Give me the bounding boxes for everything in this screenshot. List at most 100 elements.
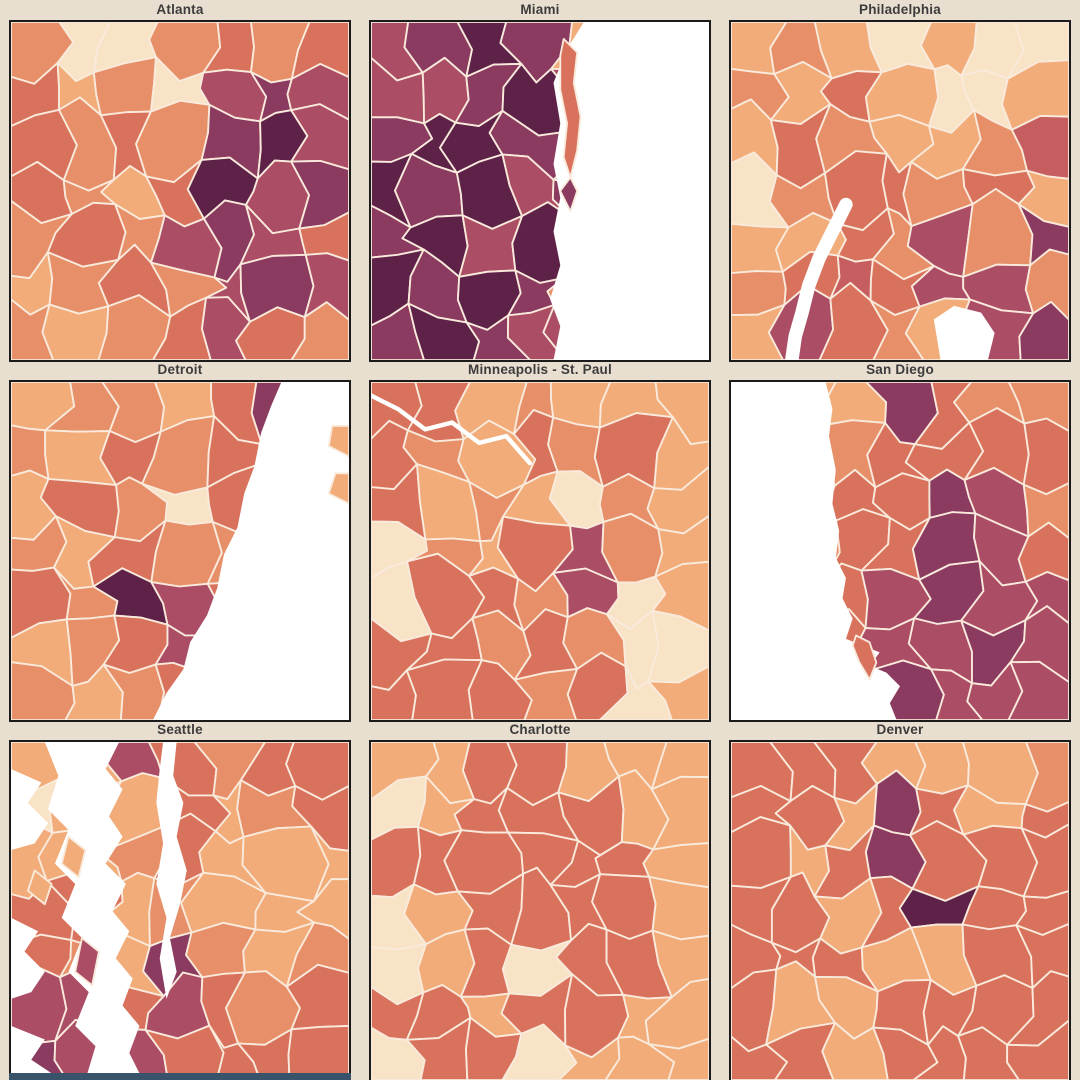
map-region [731,816,792,889]
map-region [646,465,709,535]
map-region [566,651,629,720]
land-overlay-region [851,634,878,681]
map-region [287,1024,349,1080]
map-region [1007,660,1069,720]
map-region [371,1026,426,1080]
map-region [296,878,349,940]
map-region [371,669,417,720]
map-region [869,299,925,360]
city-panel-atlanta: Atlanta [0,0,360,362]
city-panel-charlotte: Charlotte [360,720,720,1080]
map-region [237,1028,293,1080]
map-region [648,875,709,941]
map-region [235,306,306,360]
map-region [647,665,709,720]
map-region [467,659,533,720]
map-frame [9,380,351,722]
map-frame [729,380,1071,722]
map-region [653,416,709,491]
map-region [930,668,984,720]
map-region [557,1036,621,1080]
map-region [644,978,709,1050]
map-region [144,1024,225,1080]
map-region [1020,823,1069,899]
map-region [285,742,349,801]
map-region [285,963,349,1031]
map-region [872,1026,939,1080]
map-region [1024,742,1069,813]
map-region [407,302,481,360]
choropleth-map-atlanta [11,22,349,360]
map-region [285,921,349,988]
map-frame [369,380,711,722]
choropleth-map-minneapolis-st-paul [371,382,709,720]
choropleth-map-miami [371,22,709,360]
map-region [152,296,212,360]
map-region [513,668,579,720]
water-body [933,305,995,360]
map-region [1009,605,1069,684]
map-region [642,842,709,889]
map-region [1015,890,1069,936]
map-region [1017,203,1069,267]
map-region [64,663,124,720]
map-region [966,661,1024,720]
land-overlay-region [74,937,100,987]
city-panel-san-diego: San Diego [720,360,1080,722]
water-body [731,382,900,720]
land-overlay-region [60,835,87,879]
map-region [290,103,349,171]
map-frame [9,740,351,1080]
water-body [156,742,187,999]
map-region [1006,22,1069,80]
water-body [11,917,45,999]
map-region [290,301,349,360]
panel-title-denver: Denver [876,722,924,737]
map-region [604,1035,676,1080]
city-panel-miami: Miami [360,0,720,362]
map-region [765,1021,837,1080]
water-body [550,22,709,360]
panel-title-minneapolis-st-paul: Minneapolis - St. Paul [468,362,612,377]
map-region [598,665,673,720]
land-overlay-region [559,176,579,213]
map-region [371,302,425,360]
map-region [465,314,532,360]
map-region [1018,300,1069,360]
map-region [1017,169,1069,228]
city-panel-detroit: Detroit [0,360,360,722]
map-region [1006,970,1069,1047]
choropleth-map-seattle [11,742,349,1080]
panel-title-seattle: Seattle [157,722,203,737]
land-overlay-region [327,472,349,505]
map-region [290,159,349,230]
map-region [1017,521,1069,583]
panel-title-miami: Miami [520,2,560,17]
map-region [654,382,709,446]
map-region [731,303,786,360]
map-frame [9,20,351,362]
river [785,197,853,360]
map-region [1006,1019,1069,1080]
map-region [506,303,567,360]
map-region [291,785,349,852]
water-body [11,769,49,851]
map-region [11,298,55,360]
map-region [821,1021,889,1080]
map-frame [729,20,1071,362]
map-region [303,252,349,321]
map-region [1010,115,1069,180]
map-region [501,1023,578,1080]
map-region [1022,482,1069,540]
map-region [1007,382,1069,432]
land-overlay-region [327,425,349,458]
map-region [650,775,709,851]
water-body [152,382,349,720]
map-region [1022,417,1069,496]
map-region [465,1016,523,1080]
choropleth-map-detroit [11,382,349,720]
panel-title-charlotte: Charlotte [509,722,571,737]
map-region [208,1024,262,1080]
